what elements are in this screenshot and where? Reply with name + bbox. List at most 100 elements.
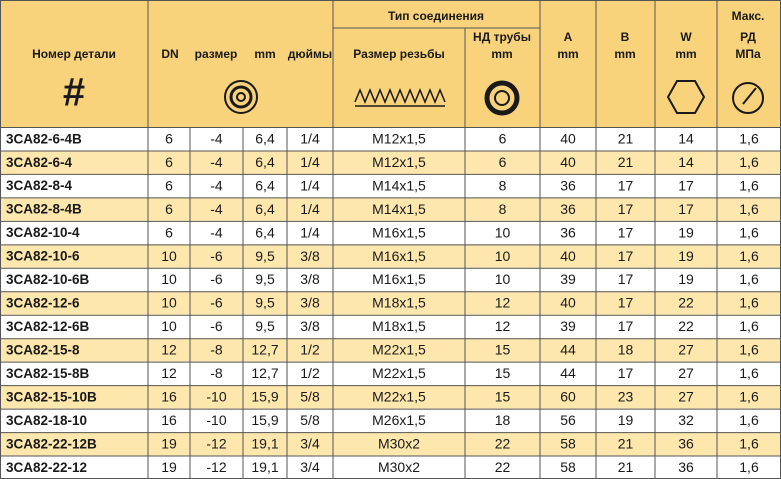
cell: 17 bbox=[618, 201, 634, 217]
row-bg bbox=[0, 220, 781, 245]
cell: M30x2 bbox=[378, 459, 420, 475]
cell: 10 bbox=[161, 318, 177, 334]
cell: 5/8 bbox=[300, 389, 320, 405]
header-mm: mm bbox=[254, 47, 275, 61]
cell: M22x1,5 bbox=[372, 389, 426, 405]
cell: 3/8 bbox=[300, 295, 320, 311]
cell: 27 bbox=[678, 342, 694, 358]
row-bg bbox=[0, 291, 781, 315]
row-bg bbox=[0, 197, 781, 221]
cell: 1,6 bbox=[739, 342, 759, 358]
cell: 12,7 bbox=[251, 342, 278, 358]
cell: 1/4 bbox=[300, 224, 320, 240]
cell: M12x1,5 bbox=[372, 130, 426, 146]
icon-pipe bbox=[484, 80, 520, 116]
row-bg bbox=[0, 338, 781, 362]
cell: 3/4 bbox=[300, 459, 320, 475]
cell: 17 bbox=[618, 318, 634, 334]
cell: 6 bbox=[165, 201, 173, 217]
cell: 1,6 bbox=[739, 201, 759, 217]
cell: 17 bbox=[618, 295, 634, 311]
part-number: 3CA82-10-4 bbox=[6, 225, 80, 240]
header-hash: # bbox=[63, 71, 85, 115]
cell: 16 bbox=[161, 412, 177, 428]
cell: 16 bbox=[161, 389, 177, 405]
header-b: B bbox=[621, 30, 630, 44]
cell: 40 bbox=[560, 248, 576, 264]
row-bg bbox=[0, 432, 781, 456]
cell: 12 bbox=[495, 295, 511, 311]
cell: 1,6 bbox=[739, 177, 759, 193]
header-dn: DN bbox=[161, 47, 178, 61]
cell: -4 bbox=[210, 177, 223, 193]
cell: 36 bbox=[678, 459, 694, 475]
cell: 15 bbox=[495, 389, 511, 405]
cell: 1/4 bbox=[300, 130, 320, 146]
header-pressure: РД bbox=[740, 30, 756, 44]
cell: 1,6 bbox=[739, 436, 759, 452]
cell: M16x1,5 bbox=[372, 248, 426, 264]
cell: 19 bbox=[161, 436, 177, 452]
header-size: размер bbox=[195, 47, 238, 61]
cell: 1/4 bbox=[300, 201, 320, 217]
cell: 22 bbox=[495, 459, 511, 475]
icon-hex bbox=[666, 80, 706, 114]
icon-thread bbox=[354, 88, 446, 107]
cell: M16x1,5 bbox=[372, 224, 426, 240]
cell: -10 bbox=[206, 389, 226, 405]
cell: 17 bbox=[618, 271, 634, 287]
cell: 44 bbox=[560, 365, 576, 381]
part-number: 3CA82-15-8 bbox=[6, 342, 80, 357]
cell: 6 bbox=[165, 177, 173, 193]
cell: 19,1 bbox=[251, 459, 278, 475]
header-connection: Тип соединения bbox=[388, 9, 484, 23]
cell: 9,5 bbox=[255, 295, 275, 311]
header-a-unit: mm bbox=[557, 47, 578, 61]
cell: 6,4 bbox=[255, 154, 275, 170]
cell: 6 bbox=[165, 224, 173, 240]
cell: 44 bbox=[560, 342, 576, 358]
cell: 12 bbox=[161, 342, 177, 358]
cell: 1,6 bbox=[739, 295, 759, 311]
cell: 1,6 bbox=[739, 130, 759, 146]
cell: 6 bbox=[165, 130, 173, 146]
row-bg bbox=[0, 408, 781, 433]
part-number: 3CA82-22-12 bbox=[6, 460, 87, 475]
cell: 22 bbox=[495, 436, 511, 452]
cell: 36 bbox=[560, 177, 576, 193]
row-bg bbox=[0, 314, 781, 339]
cell: 27 bbox=[678, 365, 694, 381]
part-number: 3CA82-10-6B bbox=[6, 272, 90, 287]
cell: 17 bbox=[618, 248, 634, 264]
cell: 14 bbox=[678, 154, 694, 170]
cell: 1,6 bbox=[739, 224, 759, 240]
part-number: 3CA82-15-8B bbox=[6, 366, 90, 381]
cell: 15,9 bbox=[251, 389, 278, 405]
cell: 1/4 bbox=[300, 177, 320, 193]
cell: -12 bbox=[206, 436, 226, 452]
cell: 39 bbox=[560, 318, 576, 334]
cell: M14x1,5 bbox=[372, 201, 426, 217]
cell: 6 bbox=[499, 154, 507, 170]
cell: 1,6 bbox=[739, 389, 759, 405]
cell: M12x1,5 bbox=[372, 154, 426, 170]
cell: 1,6 bbox=[739, 154, 759, 170]
cell: 15 bbox=[495, 365, 511, 381]
cell: 1/2 bbox=[300, 342, 320, 358]
cell: 17 bbox=[618, 224, 634, 240]
header-inch: дюймы bbox=[288, 47, 332, 61]
cell: -6 bbox=[210, 248, 223, 264]
cell: 18 bbox=[495, 412, 511, 428]
row-bg bbox=[0, 244, 781, 268]
cell: 6,4 bbox=[255, 130, 275, 146]
cell: 12,7 bbox=[251, 365, 278, 381]
cell: -10 bbox=[206, 412, 226, 428]
row-bg bbox=[0, 173, 781, 198]
row-bg bbox=[0, 455, 781, 479]
cell: M14x1,5 bbox=[372, 177, 426, 193]
header-part: Номер детали bbox=[32, 47, 116, 61]
cell: 40 bbox=[560, 130, 576, 146]
cell: 15,9 bbox=[251, 412, 278, 428]
